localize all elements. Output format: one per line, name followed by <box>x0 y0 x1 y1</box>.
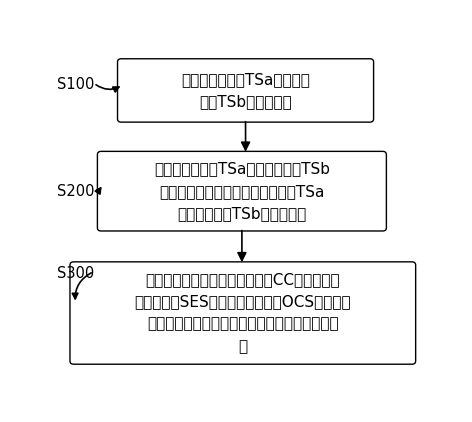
Text: 根据牵引变电所TSa和牵引变电所TSb
的电量信息，计算得到牵引变电所TSa
和牵引变电所TSb的功率信息: 根据牵引变电所TSa和牵引变电所TSb 的电量信息，计算得到牵引变电所TSa 和… <box>154 162 330 221</box>
FancyBboxPatch shape <box>118 59 374 122</box>
Text: 检测牵引变电所TSa和牵引变
电所TSb的电量信息: 检测牵引变电所TSa和牵引变 电所TSb的电量信息 <box>181 72 310 109</box>
Text: S200: S200 <box>57 184 94 200</box>
FancyBboxPatch shape <box>70 262 416 364</box>
Text: S100: S100 <box>57 77 94 92</box>
FancyBboxPatch shape <box>97 151 387 231</box>
Text: S300: S300 <box>57 266 94 281</box>
Text: 根据所述功率信息，中央控制器CC控制穿越功
率利用装置SES对双边供电牵引网OCS穿越功率
进行利用，使得返回电网的穿越功率满足预设要
求: 根据所述功率信息，中央控制器CC控制穿越功 率利用装置SES对双边供电牵引网OC… <box>135 272 351 354</box>
